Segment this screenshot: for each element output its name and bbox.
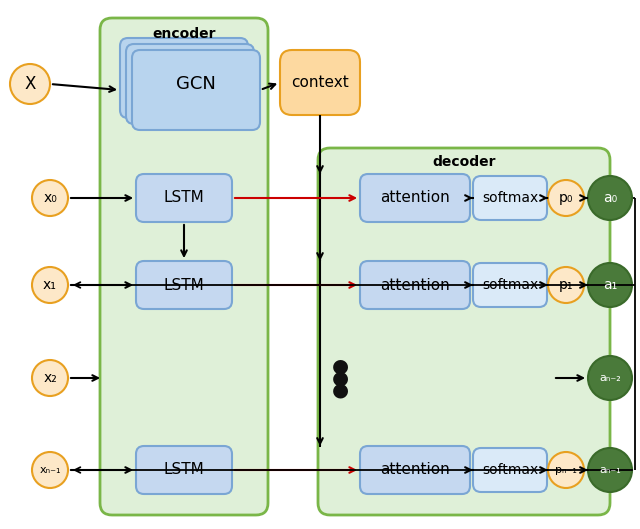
Text: ●: ● [332, 380, 349, 399]
Text: attention: attention [380, 278, 450, 293]
Text: context: context [291, 75, 349, 90]
FancyBboxPatch shape [132, 50, 260, 130]
Text: softmax: softmax [482, 191, 538, 205]
Text: a₀: a₀ [603, 191, 617, 205]
Circle shape [588, 356, 632, 400]
Circle shape [588, 448, 632, 492]
Circle shape [32, 360, 68, 396]
Text: X: X [24, 75, 36, 93]
FancyBboxPatch shape [120, 38, 248, 118]
Text: x₂: x₂ [43, 371, 57, 385]
FancyBboxPatch shape [136, 261, 232, 309]
Text: ●: ● [332, 369, 349, 388]
FancyBboxPatch shape [318, 148, 610, 515]
Text: LSTM: LSTM [164, 278, 204, 293]
Text: aₙ₋₂: aₙ₋₂ [599, 373, 621, 383]
Text: LSTM: LSTM [164, 190, 204, 205]
FancyBboxPatch shape [100, 18, 268, 515]
FancyBboxPatch shape [136, 174, 232, 222]
Circle shape [32, 180, 68, 216]
Text: attention: attention [380, 190, 450, 205]
Text: ●: ● [332, 357, 349, 376]
Text: encoder: encoder [152, 27, 216, 41]
Circle shape [548, 267, 584, 303]
FancyBboxPatch shape [126, 44, 254, 124]
Circle shape [588, 176, 632, 220]
FancyBboxPatch shape [473, 263, 547, 307]
Text: GCN: GCN [176, 75, 216, 93]
Text: xₙ₋₁: xₙ₋₁ [39, 465, 61, 475]
FancyBboxPatch shape [360, 446, 470, 494]
Text: p₁: p₁ [559, 278, 573, 292]
Text: a₁: a₁ [603, 278, 617, 292]
Circle shape [548, 180, 584, 216]
FancyBboxPatch shape [473, 176, 547, 220]
Circle shape [32, 267, 68, 303]
Text: softmax: softmax [482, 463, 538, 477]
Circle shape [588, 263, 632, 307]
Text: aₙ₋₁: aₙ₋₁ [599, 465, 621, 475]
Text: decoder: decoder [432, 155, 496, 169]
FancyBboxPatch shape [360, 261, 470, 309]
FancyBboxPatch shape [136, 446, 232, 494]
Text: LSTM: LSTM [164, 462, 204, 478]
FancyBboxPatch shape [280, 50, 360, 115]
Text: p₀: p₀ [559, 191, 573, 205]
Text: pₙ₋₁: pₙ₋₁ [555, 465, 577, 475]
Circle shape [548, 452, 584, 488]
FancyBboxPatch shape [360, 174, 470, 222]
Circle shape [10, 64, 50, 104]
Text: attention: attention [380, 462, 450, 478]
Text: softmax: softmax [482, 278, 538, 292]
Text: x₁: x₁ [43, 278, 57, 292]
FancyBboxPatch shape [473, 448, 547, 492]
Text: x₀: x₀ [43, 191, 57, 205]
Circle shape [32, 452, 68, 488]
